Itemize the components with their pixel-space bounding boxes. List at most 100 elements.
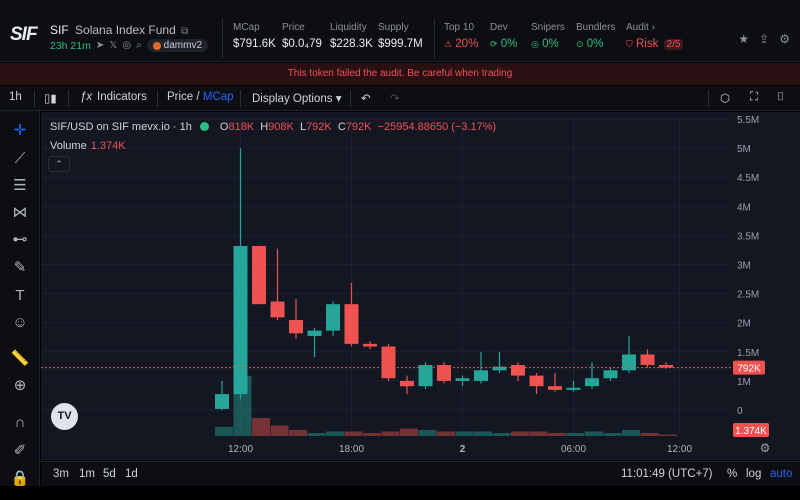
volume-bar — [585, 431, 603, 436]
divider — [222, 18, 223, 58]
price-toggle[interactable]: Price / MCap — [167, 91, 234, 103]
volume-bar — [474, 431, 492, 436]
stat-dev[interactable]: Dev ⟳ 0% — [490, 22, 517, 50]
stat-value: ⚠ 20% — [444, 38, 479, 50]
y-tick-label: 5M — [737, 144, 751, 155]
candle-body — [622, 354, 636, 371]
stat-bundlers[interactable]: Bundlers ⊙ 0% — [576, 22, 615, 50]
search-icon[interactable]: ⌕ — [136, 40, 142, 51]
candle-body — [418, 365, 433, 387]
fullscreen-icon[interactable]: ⛶ — [750, 91, 759, 103]
last-price-label: 792K — [737, 364, 761, 375]
y-tick-label: 0 — [737, 406, 743, 417]
candle-body — [233, 245, 248, 395]
scale-settings-icon[interactable]: ⚙ — [760, 441, 771, 455]
y-tick-label: 5.5M — [737, 115, 759, 126]
x-tick-label: 06:00 — [561, 444, 586, 455]
stat-top10[interactable]: Top 10 ⚠ 20% — [444, 22, 478, 50]
y-tick-label: 2M — [737, 319, 751, 330]
redo-icon[interactable]: ↷ — [390, 93, 400, 105]
chart-area[interactable]: 5.5M 5M 4.5M 4M 3.5M 3M 2.5M 2M 1.5M 1M 0 12:00 18:0… — [41, 112, 800, 460]
share-icon[interactable]: ⇪ — [759, 32, 770, 46]
stat-label: Liquidity — [330, 22, 367, 33]
candle-body — [603, 370, 618, 379]
website-icon[interactable]: ◎ — [122, 40, 132, 51]
magnet-icon[interactable]: ∩ — [14, 414, 26, 431]
window-bottom — [0, 486, 800, 500]
pool-dex-icon — [152, 41, 161, 50]
pattern-icon[interactable]: ⋈ — [12, 204, 28, 221]
range-1m[interactable]: 1m — [79, 468, 95, 480]
lock-pen-icon[interactable]: ✐ — [13, 442, 27, 459]
candle-body — [492, 366, 507, 371]
y-tick-label: 3.5M — [737, 231, 759, 242]
crosshair-icon[interactable]: ✛ — [13, 122, 27, 139]
range-1d[interactable]: 1d — [125, 468, 138, 480]
candle-body — [437, 365, 451, 381]
brush-icon[interactable]: ✎ — [13, 259, 27, 276]
text-icon[interactable]: T — [15, 287, 25, 304]
volume-bar — [640, 433, 659, 436]
volume-bar — [381, 431, 400, 436]
prediction-icon[interactable]: ⊷ — [12, 231, 28, 248]
trend-line-icon[interactable]: ⟋ — [14, 150, 26, 167]
log-toggle[interactable]: log — [746, 468, 762, 480]
settings-hex-icon[interactable]: ⬡ — [720, 93, 731, 105]
candle-body — [344, 304, 359, 344]
lock-icon[interactable]: 🔒 — [10, 470, 30, 487]
clock[interactable]: 11:01:49 (UTC+7) — [621, 468, 713, 480]
token-title: SIF Solana Index Fund ⧉ — [50, 23, 188, 37]
emoji-icon[interactable]: ☺ — [12, 314, 28, 331]
indicators-icon[interactable]: ƒx — [80, 91, 93, 103]
candle-type-icon[interactable]: ▯▮ — [44, 93, 57, 105]
star-icon[interactable]: ★ — [738, 32, 750, 46]
mcap-toggle[interactable]: MCap — [202, 91, 234, 103]
candle-body — [215, 394, 229, 409]
legend-pair: SIF/USD on SIF mevx.io · 1h — [50, 121, 192, 133]
stat-label: Audit › — [626, 22, 655, 33]
ruler-icon[interactable]: 📏 — [10, 350, 30, 367]
telegram-icon[interactable]: ➤ — [95, 40, 105, 51]
x-tick-label: 2 — [460, 444, 466, 455]
copy-icon[interactable]: ⧉ — [181, 26, 189, 37]
stat-value: ⊙ 0% — [576, 38, 604, 50]
volume-bar — [344, 431, 363, 436]
camera-icon[interactable]: ⌷ — [777, 91, 784, 103]
candle-body — [381, 346, 396, 379]
interval-button[interactable]: 1h — [9, 91, 22, 103]
candle-body — [270, 301, 285, 318]
collapse-legend-button[interactable]: ⌃ — [48, 156, 70, 172]
settings-icon[interactable]: ⚙ — [779, 32, 790, 46]
stat-price: Price $0.0₄79 — [282, 22, 322, 50]
auto-toggle[interactable]: auto — [770, 468, 793, 480]
pool-chip[interactable]: dammv2 — [146, 39, 209, 52]
fib-lines-icon[interactable]: ☰ — [13, 177, 27, 194]
indicators-button[interactable]: Indicators — [97, 91, 147, 103]
undo-icon[interactable]: ↶ — [361, 93, 371, 105]
divider — [434, 18, 435, 58]
candlestick-chart[interactable]: 5.5M 5M 4.5M 4M 3.5M 3M 2.5M 2M 1.5M 1M 0 12:00 18:0… — [41, 112, 800, 460]
stat-audit[interactable]: Audit › ⛉ Risk 2/5 — [626, 22, 684, 50]
stat-mcap: MCap $791.6K — [233, 22, 276, 50]
zoom-icon[interactable]: ⊕ — [13, 377, 27, 394]
volume-bar — [307, 433, 326, 436]
y-tick-label: 4.5M — [737, 173, 759, 184]
tradingview-logo[interactable]: TV — [51, 403, 78, 430]
volume-bar — [363, 433, 381, 436]
token-age: 23h 21m — [50, 39, 91, 52]
range-5d[interactable]: 5d — [103, 468, 116, 480]
token-full-name: Solana Index Fund — [75, 23, 176, 37]
stat-label: Bundlers — [576, 22, 616, 33]
volume-badge — [733, 423, 769, 437]
stat-snipers[interactable]: Snipers ◎ 0% — [531, 22, 565, 50]
volume-bar — [252, 418, 270, 436]
percent-toggle[interactable]: % — [727, 468, 738, 480]
volume-bar — [400, 428, 418, 436]
range-3m[interactable]: 3m — [53, 468, 69, 480]
volume-bar — [529, 431, 548, 436]
stat-value: $228.3K — [330, 38, 373, 50]
stat-value: ⟳ 0% — [490, 38, 518, 50]
x-twitter-icon[interactable]: 𝕏 — [109, 40, 118, 51]
candle-body — [529, 375, 544, 387]
display-options-button[interactable]: Display Options ▾ — [252, 93, 342, 105]
